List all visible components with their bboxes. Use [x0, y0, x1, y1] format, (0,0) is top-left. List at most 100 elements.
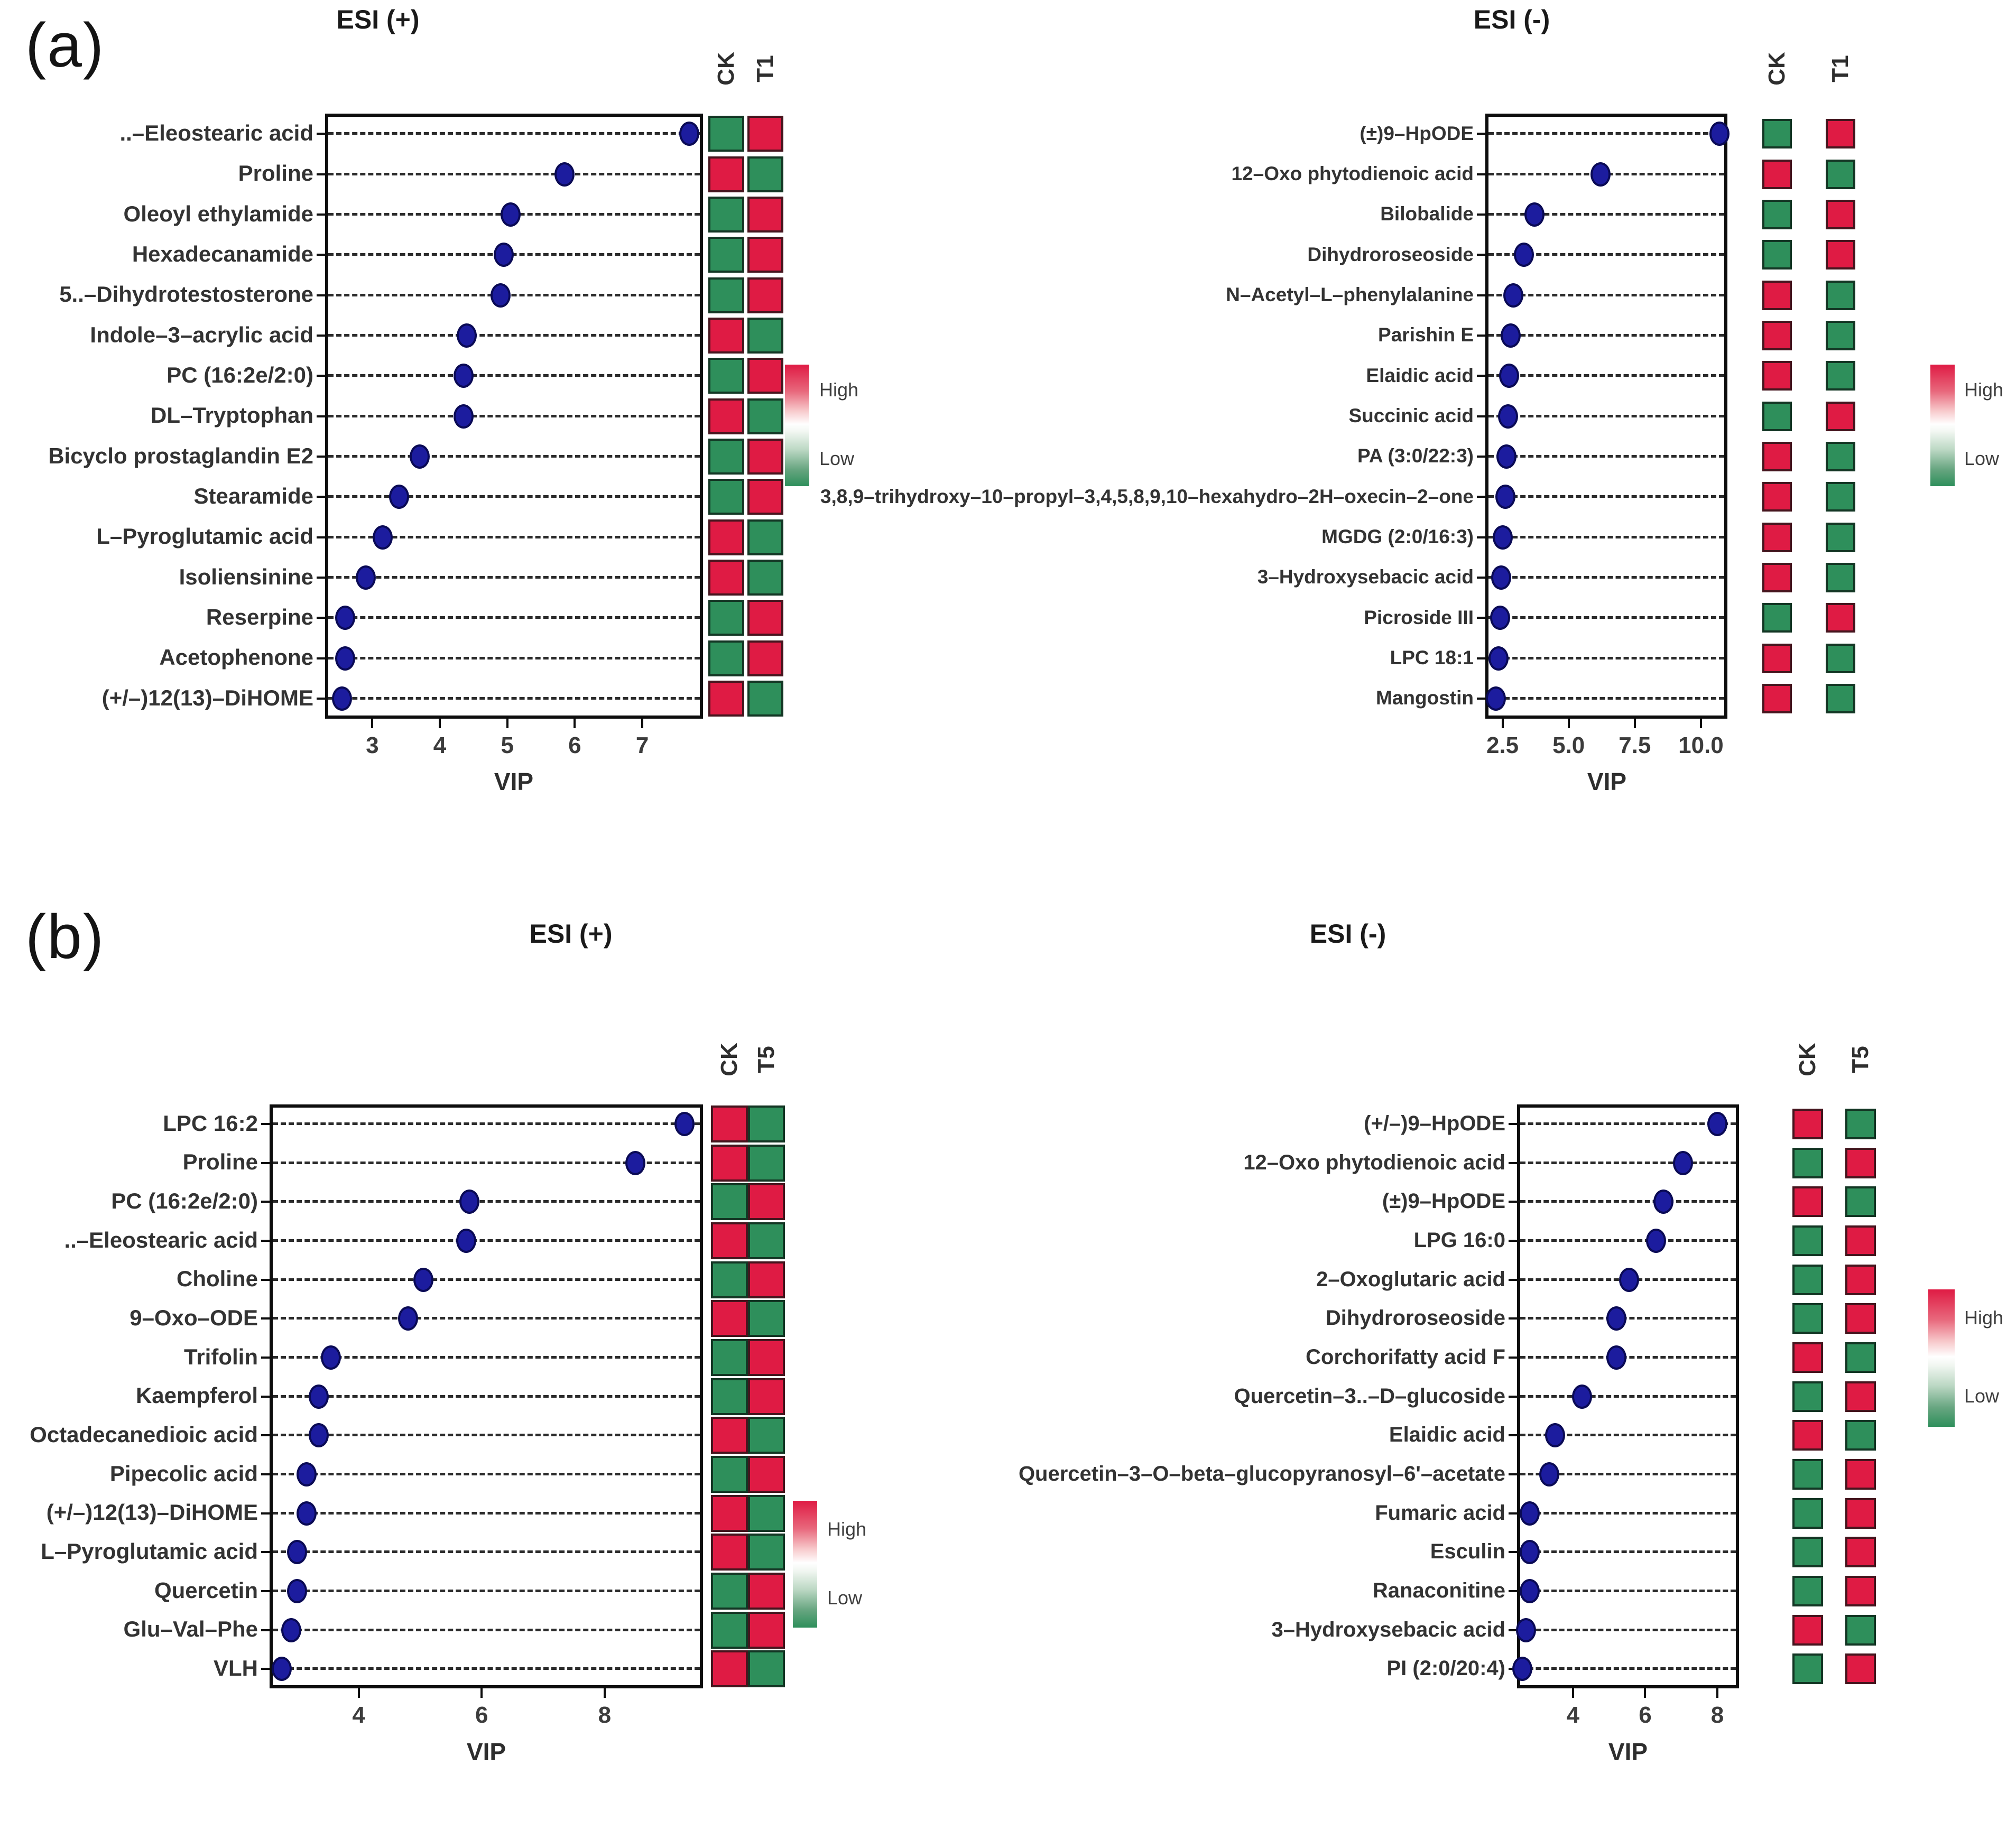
vip-dashed-line: [1488, 293, 1724, 296]
vip-dashed-line: [273, 1239, 700, 1242]
y-tick: [1477, 173, 1485, 175]
heatmap-cell-t: [748, 1572, 785, 1610]
metabolite-label: (±)9–HpODE: [1382, 1190, 1505, 1213]
metabolite-label: Dihydroroseoside: [1307, 243, 1474, 265]
heatmap-cell-ck: [708, 600, 744, 636]
y-tick: [317, 697, 325, 700]
heatmap-cell-ck: [708, 640, 744, 676]
x-tick: [1567, 719, 1570, 728]
y-tick: [1509, 1473, 1517, 1475]
heatmap-cell-ck: [1762, 603, 1792, 633]
heatmap-cell-ck: [1762, 320, 1792, 350]
metabolite-label: ..–Eleostearic acid: [64, 1227, 258, 1252]
y-tick: [1477, 536, 1485, 538]
y-tick: [317, 334, 325, 337]
metabolite-label: LPC 18:1: [1390, 646, 1474, 668]
metabolite-label: Isoliensinine: [179, 564, 313, 589]
heatmap-cell-t: [748, 1300, 785, 1337]
metabolite-label: Dihydroroseoside: [1325, 1306, 1505, 1330]
heatmap-cell-ck: [1792, 1575, 1823, 1606]
y-tick: [1477, 375, 1485, 377]
y-tick: [261, 1317, 270, 1320]
y-tick: [1509, 1201, 1517, 1203]
plot-area-a-esi-pos: [325, 114, 703, 719]
x-tick: [506, 719, 508, 728]
heatmap-cell-ck: [708, 479, 744, 515]
heatmap-cell-t: [1845, 1420, 1876, 1451]
heatmap-cell-t: [748, 1650, 785, 1688]
y-tick: [317, 375, 325, 377]
vip-dashed-line: [273, 1667, 700, 1670]
column-header-t5: T5: [753, 1046, 779, 1073]
heatmap-cell-ck: [711, 1572, 748, 1610]
column-header-ck: CK: [716, 1043, 742, 1076]
vip-dot: [372, 525, 393, 550]
vip-dashed-line: [1488, 454, 1724, 458]
heatmap-cell-t: [747, 559, 783, 596]
y-tick: [1509, 1356, 1517, 1359]
y-tick: [317, 294, 325, 296]
heatmap-cell-ck: [711, 1378, 748, 1415]
heatmap-cell-t: [1826, 119, 1855, 149]
vip-dot: [1519, 1540, 1540, 1565]
x-tick-label: 4: [1566, 1702, 1580, 1728]
column-header-ck: CK: [713, 52, 739, 86]
vip-dot: [1673, 1150, 1694, 1175]
metabolite-label: Bicyclo prostaglandin E2: [48, 443, 313, 468]
heatmap-cell-t: [1845, 1225, 1876, 1256]
vip-dot: [1545, 1423, 1565, 1448]
metabolite-label: PC (16:2e/2:0): [167, 362, 313, 387]
heatmap-cell-ck: [1792, 1653, 1823, 1685]
metabolite-label: 9–Oxo–ODE: [130, 1305, 258, 1330]
heatmap-cell-ck: [1792, 1342, 1823, 1373]
vip-dashed-line: [1520, 1667, 1736, 1670]
x-tick-label: 4: [352, 1702, 365, 1728]
y-tick: [317, 213, 325, 216]
y-tick: [317, 455, 325, 458]
vip-dashed-line: [273, 1122, 700, 1125]
heatmap-cell-t: [1845, 1537, 1876, 1568]
heatmap-cell-ck: [1792, 1381, 1823, 1412]
metabolite-label: Quercetin: [154, 1577, 258, 1603]
vip-dot: [453, 404, 474, 429]
vip-dot: [296, 1462, 317, 1486]
heatmap-cell-t: [1845, 1498, 1876, 1529]
y-tick: [1509, 1278, 1517, 1281]
column-header-t1: T1: [752, 55, 778, 82]
heatmap-cell-ck: [1792, 1264, 1823, 1295]
heatmap-cell-ck: [711, 1300, 748, 1337]
x-tick-label: 7.5: [1619, 732, 1651, 758]
x-tick-label: 2.5: [1486, 732, 1519, 758]
heatmap-cell-t: [748, 1378, 785, 1415]
heatmap-cell-ck: [1792, 1458, 1823, 1490]
heatmap-cell-ck: [1762, 401, 1792, 431]
metabolite-label: Picroside III: [1364, 606, 1474, 628]
plot-area-a-esi-neg: [1485, 114, 1727, 719]
y-tick: [1477, 657, 1485, 659]
vip-dot: [625, 1150, 646, 1175]
heatmap-cell-ck: [711, 1183, 748, 1221]
heatmap-cell-t: [747, 640, 783, 676]
y-tick: [317, 254, 325, 256]
y-tick: [317, 536, 325, 538]
vip-dot: [1490, 606, 1510, 630]
metabolite-label: ..–Eleostearic acid: [119, 120, 313, 145]
vip-dashed-line: [328, 656, 700, 659]
heatmap-cell-ck: [1792, 1108, 1823, 1139]
metabolite-label: 3–Hydroxysebacic acid: [1257, 566, 1474, 588]
vip-dot: [1539, 1462, 1560, 1486]
heatmap-cell-t: [748, 1261, 785, 1298]
legend-high-label: High: [827, 1518, 867, 1540]
vip-dot: [309, 1384, 329, 1409]
column-header-t1: T1: [1827, 55, 1853, 82]
vip-dot: [335, 606, 356, 630]
plot-title-a-esi-pos: ESI (+): [336, 5, 420, 34]
x-tick-label: 4: [433, 732, 447, 758]
x-tick: [371, 719, 374, 728]
metabolite-label: PI (2:0/20:4): [1386, 1657, 1505, 1680]
y-tick: [317, 576, 325, 579]
heatmap-cell-t: [747, 398, 783, 434]
column-header-t5: T5: [1847, 1046, 1873, 1073]
x-tick: [480, 1688, 483, 1698]
heatmap-cell-ck: [711, 1222, 748, 1259]
